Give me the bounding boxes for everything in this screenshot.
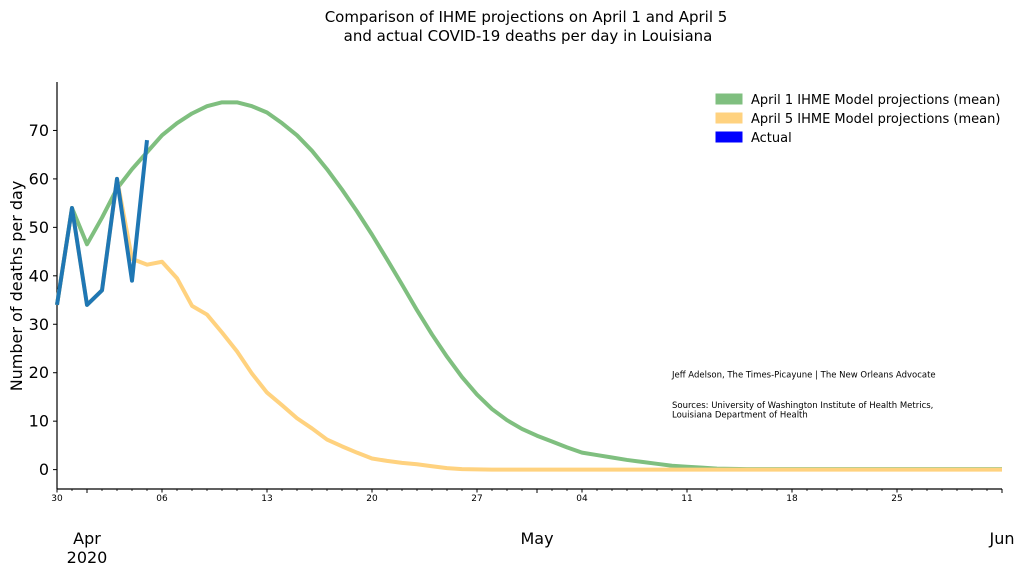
annotation-text-2: Sources: University of Washington Instit… — [672, 401, 933, 411]
x-tick-label: 27 — [471, 494, 482, 504]
axes — [56, 82, 1002, 490]
chart-title: Comparison of IHME projections on April … — [325, 8, 728, 45]
legend-label-1: April 1 IHME Model projections (mean) — [751, 93, 1000, 108]
y-tick-label: 40 — [29, 266, 49, 285]
series-line-2 — [55, 176, 1002, 472]
y-tick-label: 0 — [39, 460, 49, 479]
legend-swatch-1 — [715, 93, 743, 105]
x-tick-label: 06 — [156, 494, 168, 504]
legend-swatch-2 — [715, 112, 743, 124]
y-tick-label: 70 — [29, 121, 49, 140]
x-month-label: May — [520, 529, 553, 548]
x-tick-label: 25 — [891, 494, 902, 504]
x-tick-label: 30 — [51, 494, 63, 504]
legend-label-3: Actual — [751, 131, 792, 146]
x-month-label: Apr — [73, 529, 101, 548]
x-tick-label: 11 — [681, 494, 692, 504]
x-tick-label: 13 — [261, 494, 272, 504]
y-tick-label: 50 — [29, 218, 49, 237]
chart-title-line-2: and actual COVID-19 deaths per day in Lo… — [344, 27, 713, 45]
x-tick-label: 20 — [366, 494, 378, 504]
y-tick-label: 20 — [29, 363, 49, 382]
x-tick-label: 18 — [786, 494, 798, 504]
plot-area — [55, 100, 1002, 472]
annotation-text-1: Jeff Adelson, The Times-Picayune | The N… — [671, 371, 936, 381]
chart-title-line-1: Comparison of IHME projections on April … — [325, 8, 728, 26]
y-tick-label: 10 — [29, 412, 49, 431]
y-axis-ticks: 0 10 20 30 40 50 60 70 — [29, 121, 57, 479]
legend-swatch-3 — [715, 131, 743, 143]
y-axis-label: Number of deaths per day — [7, 181, 26, 392]
series-line-3 — [55, 139, 149, 307]
series-line-1 — [55, 100, 1002, 472]
annotation-text-3: Louisiana Department of Health — [672, 410, 808, 420]
x-tick-label: 04 — [576, 494, 588, 504]
annotations: Jeff Adelson, The Times-Picayune | The N… — [671, 371, 936, 421]
x-month-label: Jun — [989, 529, 1015, 548]
y-tick-label: 30 — [29, 315, 49, 334]
x-year-label: 2020 — [67, 548, 108, 567]
y-tick-label: 60 — [29, 169, 49, 188]
legend: April 1 IHME Model projections (mean) Apr… — [715, 93, 1000, 146]
legend-label-2: April 5 IHME Model projections (mean) — [751, 112, 1000, 127]
